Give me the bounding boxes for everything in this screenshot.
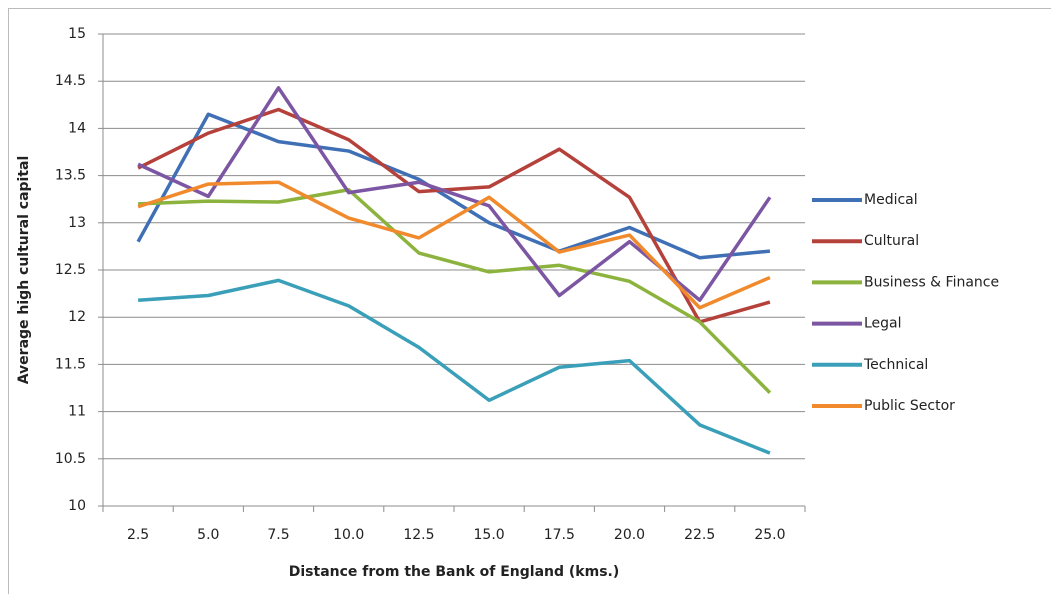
y-tick-label: 10 xyxy=(68,498,86,514)
legend-label: Public Sector xyxy=(864,398,955,414)
x-tick-label: 12.5 xyxy=(403,527,434,543)
x-tick-label: 20.0 xyxy=(614,527,645,543)
y-tick-label: 12.5 xyxy=(55,262,86,278)
y-tick-label: 11 xyxy=(68,404,86,420)
chart-border xyxy=(8,8,1051,594)
y-tick-label: 14.5 xyxy=(55,73,86,89)
y-tick-label: 11.5 xyxy=(55,356,86,372)
series-line xyxy=(137,107,771,324)
y-axis-title: Average high cultural capital xyxy=(16,156,32,385)
y-tick-label: 13.5 xyxy=(55,168,86,184)
legend-label: Legal xyxy=(864,316,902,332)
x-tick-label: 22.5 xyxy=(684,527,715,543)
series-line xyxy=(137,86,772,302)
y-tick-label: 12 xyxy=(68,309,86,325)
series-line xyxy=(138,188,772,394)
y-tick-label: 13 xyxy=(68,215,86,231)
x-tick-label: 17.5 xyxy=(544,527,575,543)
y-tick-label: 14 xyxy=(68,120,86,136)
legend-label: Technical xyxy=(863,357,928,373)
x-tick-label: 25.0 xyxy=(754,527,785,543)
legend-label: Medical xyxy=(864,192,918,208)
x-tick-label: 5.0 xyxy=(197,527,219,543)
legend-label: Business & Finance xyxy=(864,274,999,290)
series-line xyxy=(136,112,771,260)
x-axis-title: Distance from the Bank of England (kms.) xyxy=(289,564,620,580)
legend-label: Cultural xyxy=(864,233,919,249)
x-tick-label: 2.5 xyxy=(127,527,149,543)
series-line xyxy=(137,278,771,455)
series-line xyxy=(137,180,771,310)
x-tick-label: 7.5 xyxy=(267,527,289,543)
y-tick-label: 10.5 xyxy=(55,451,86,467)
y-tick-label: 15 xyxy=(68,26,86,42)
x-tick-label: 15.0 xyxy=(474,527,505,543)
x-tick-label: 10.0 xyxy=(333,527,364,543)
